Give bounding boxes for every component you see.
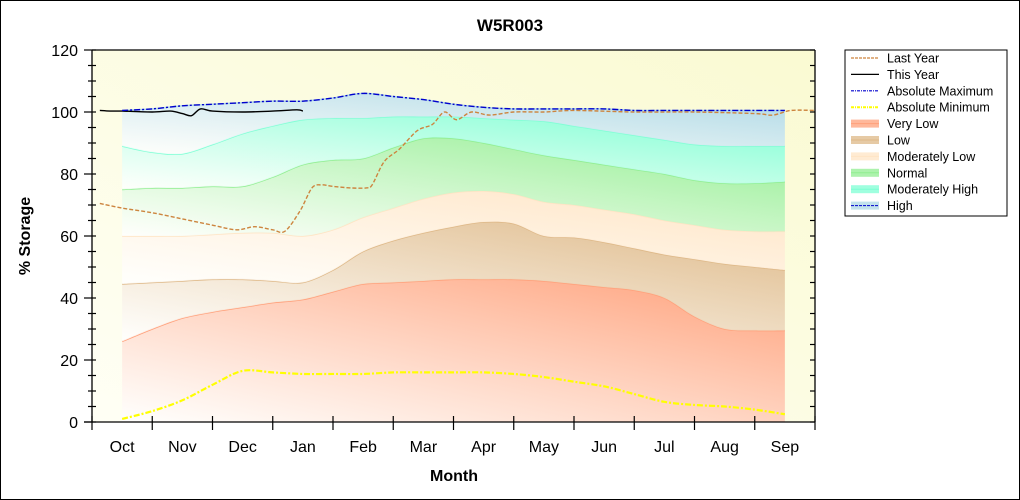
legend-label: This Year <box>887 68 939 82</box>
legend-label: High <box>887 199 913 213</box>
x-tick-label: Aug <box>710 439 738 456</box>
band-normal <box>122 137 785 237</box>
band-moderately-low <box>122 190 785 285</box>
band-high <box>122 93 785 155</box>
legend-label: Low <box>887 134 911 148</box>
x-tick-label: Sep <box>771 439 800 456</box>
y-tick-label: 120 <box>51 43 78 60</box>
x-tick-label: Apr <box>471 439 497 456</box>
series-absolute-minimum <box>121 369 786 420</box>
x-tick-label: Feb <box>349 439 377 456</box>
x-tick-label: Jun <box>591 439 617 456</box>
x-tick-label: Nov <box>168 439 196 456</box>
series-absolute-maximum <box>122 92 785 112</box>
y-axis-label: % Storage <box>17 197 34 275</box>
axes: 0 20 40 60 80 100 120 Oct Nov Dec Jan Feb Mar Apr May J… <box>51 43 816 456</box>
y-tick-label: 0 <box>69 415 78 432</box>
x-axis-label: Month <box>430 468 478 485</box>
series-this-year <box>99 108 304 117</box>
legend-label: Absolute Maximum <box>887 84 993 98</box>
band-low <box>122 221 785 342</box>
y-tick-label: 60 <box>60 229 78 246</box>
legend-label: Last Year <box>887 52 939 66</box>
x-tick-label: Dec <box>228 439 256 456</box>
plot-area <box>92 50 816 422</box>
legend-label: Moderately High <box>887 183 978 197</box>
y-tick-label: 20 <box>60 353 78 370</box>
x-tick-label: Mar <box>410 439 438 456</box>
y-tick-label: 40 <box>60 291 78 308</box>
chart-title: W5R003 <box>477 16 543 35</box>
band-moderately-high <box>122 116 785 190</box>
legend-label: Absolute Minimum <box>887 101 990 115</box>
legend: Last Year This Year Absolute Maximum Absolu… <box>844 49 1008 217</box>
y-tick-label: 80 <box>60 167 78 184</box>
x-tick-label: Jul <box>654 439 674 456</box>
series-last-year <box>99 109 816 234</box>
x-tick-label: May <box>529 439 559 456</box>
band-very-low <box>122 279 785 422</box>
legend-label: Moderately Low <box>887 150 976 164</box>
x-tick-label: Jan <box>290 439 316 456</box>
legend-label: Normal <box>887 166 927 180</box>
x-tick-label: Oct <box>110 439 135 456</box>
legend-label: Very Low <box>887 117 939 131</box>
y-tick-label: 100 <box>51 105 78 122</box>
